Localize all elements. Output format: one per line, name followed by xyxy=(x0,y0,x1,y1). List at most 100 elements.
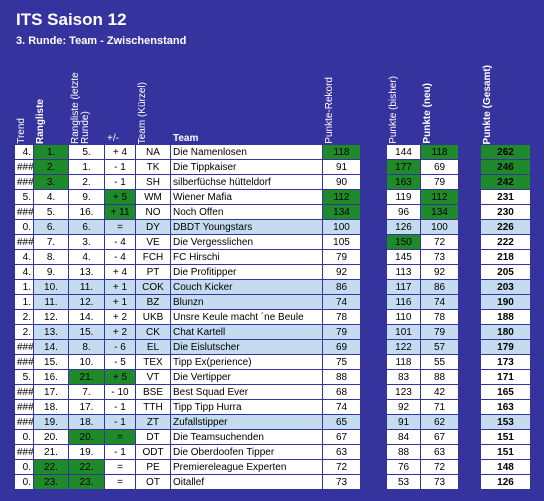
data-row: 2. 13. 15. + 2 CK Chat Kartell 79 101 79 180 xyxy=(14,324,531,340)
table-cell: 4. xyxy=(14,264,34,280)
table-cell: 88 xyxy=(322,369,361,385)
table-cell: ### xyxy=(14,204,34,220)
table-cell: BSE xyxy=(135,384,171,400)
data-row: 0. 6. 6. = DY DBDT Youngstars 100 126 100 226 xyxy=(14,219,531,235)
data-row: ### 15. 10. - 5 TEX Tipp Ex(perience) 75 118 55 1… xyxy=(14,354,531,370)
table-cell: 55 xyxy=(420,354,459,370)
table-cell: ZT xyxy=(135,414,171,430)
table-cell: VT xyxy=(135,369,171,385)
subtitle: 3. Runde: Team - Zwischenstand xyxy=(16,35,187,47)
table-cell: 69 xyxy=(322,339,361,355)
team-name: Zufallstipper xyxy=(170,414,323,430)
table-cell: 88 xyxy=(420,369,459,385)
cell xyxy=(458,234,481,250)
table-cell: - 5 xyxy=(104,354,136,370)
cell xyxy=(360,219,387,235)
cell xyxy=(360,414,387,430)
table-cell: DT xyxy=(135,429,171,445)
table-cell: 72 xyxy=(420,459,459,475)
table-cell: 8. xyxy=(33,249,69,265)
cell xyxy=(458,174,481,190)
table-cell: 63 xyxy=(322,444,361,460)
table-cell: 118 xyxy=(420,144,459,160)
table-cell: - 10 xyxy=(104,384,136,400)
table-cell: 145 xyxy=(386,249,421,265)
table-cell: 1. xyxy=(68,159,105,175)
team-name: Best Squad Ever xyxy=(170,384,323,400)
table-cell: 112 xyxy=(322,189,361,205)
table-cell: + 1 xyxy=(104,279,136,295)
table-cell: 57 xyxy=(420,339,459,355)
table-cell: ### xyxy=(14,159,34,175)
table-cell: 134 xyxy=(420,204,459,220)
table-cell: 163 xyxy=(386,174,421,190)
table-cell: 92 xyxy=(322,264,361,280)
cell xyxy=(360,399,387,415)
table-cell: 123 xyxy=(386,384,421,400)
cell xyxy=(360,429,387,445)
team-name: Die Eislutscher xyxy=(170,339,323,355)
team-name: Oitallef xyxy=(170,474,323,490)
table-cell: 100 xyxy=(322,219,361,235)
cell: +/- xyxy=(104,59,136,145)
table-cell: 91 xyxy=(322,159,361,175)
team-name: DBDT Youngstars xyxy=(170,219,323,235)
table-cell: 100 xyxy=(420,219,459,235)
team-name: Premiereleague Experten xyxy=(170,459,323,475)
table-cell: 126 xyxy=(386,219,421,235)
table-cell: ### xyxy=(14,384,34,400)
table-cell: 83 xyxy=(386,369,421,385)
cell: Rangliste xyxy=(33,59,69,145)
table-cell: 72 xyxy=(420,234,459,250)
data-row: ### 19. 18. - 1 ZT Zufallstipper 65 91 62 153 xyxy=(14,414,531,430)
table-cell: 0. xyxy=(14,429,34,445)
table-cell: ### xyxy=(14,339,34,355)
table-cell: 14. xyxy=(33,339,69,355)
data-row: ### 14. 8. - 6 EL Die Eislutscher 69 122 57 179 xyxy=(14,339,531,355)
table-cell: 74 xyxy=(420,294,459,310)
table-cell: = xyxy=(104,474,136,490)
column-header: Punkte (neu) xyxy=(422,83,433,144)
table-cell: ### xyxy=(14,444,34,460)
table-cell: 226 xyxy=(480,219,531,235)
table-cell: 2. xyxy=(14,324,34,340)
table-cell: 1. xyxy=(14,279,34,295)
table-cell: - 6 xyxy=(104,339,136,355)
table-cell: 88 xyxy=(386,444,421,460)
table-cell: + 5 xyxy=(104,369,136,385)
table-cell: 73 xyxy=(420,474,459,490)
table-cell: 230 xyxy=(480,204,531,220)
table-cell: EL xyxy=(135,339,171,355)
table-cell: 86 xyxy=(322,279,361,295)
data-row: 2. 12. 14. + 2 UKB Unsre Keule macht ´ne Beul… xyxy=(14,309,531,325)
table-cell: 10. xyxy=(33,279,69,295)
table-cell: 17. xyxy=(68,399,105,415)
table-cell: 75 xyxy=(322,354,361,370)
table-cell: 86 xyxy=(420,279,459,295)
table-cell: FCH xyxy=(135,249,171,265)
cell xyxy=(360,144,387,160)
table-cell: 3. xyxy=(33,174,69,190)
table-cell: ### xyxy=(14,174,34,190)
table-cell: - 1 xyxy=(104,159,136,175)
column-header: Team xyxy=(173,133,199,144)
table-cell: + 4 xyxy=(104,144,136,160)
table-cell: 96 xyxy=(386,204,421,220)
table-cell: 4. xyxy=(33,189,69,205)
table-cell: 79 xyxy=(420,324,459,340)
table-cell: 171 xyxy=(480,369,531,385)
cell: Punkte (bisher) xyxy=(386,59,421,145)
data-row: 0. 23. 23. = OT Oitallef 73 53 73 126 xyxy=(14,474,531,490)
table-cell: 53 xyxy=(386,474,421,490)
table-cell: 9. xyxy=(33,264,69,280)
table-cell: - 4 xyxy=(104,249,136,265)
cell xyxy=(458,399,481,415)
cell xyxy=(458,159,481,175)
table-cell: 151 xyxy=(480,429,531,445)
cell xyxy=(360,249,387,265)
table-cell: 4. xyxy=(14,144,34,160)
data-row: ### 5. 16. + 11 NO Noch Offen 134 96 134 230 xyxy=(14,204,531,220)
table-cell: 110 xyxy=(386,309,421,325)
table-cell: 180 xyxy=(480,324,531,340)
table-cell: 72 xyxy=(322,459,361,475)
